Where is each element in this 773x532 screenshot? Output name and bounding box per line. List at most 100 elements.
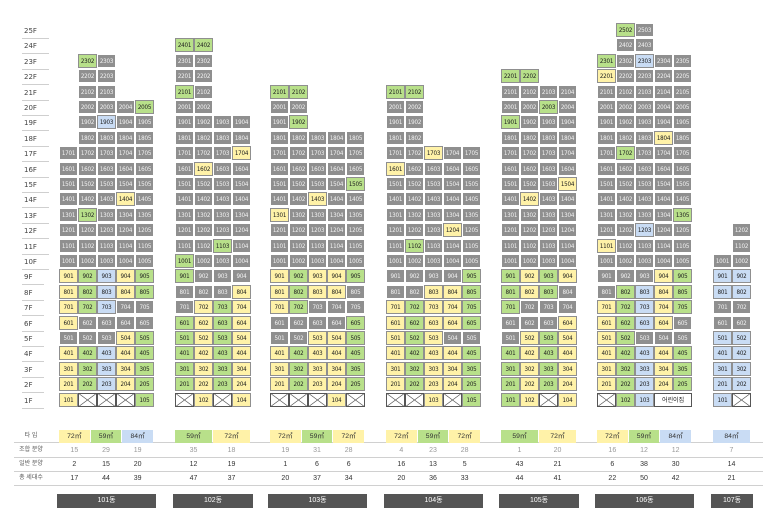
unit-cell: 1502 — [616, 177, 635, 191]
unit-cell: 302 — [616, 361, 635, 376]
unit-cell: 2002 — [520, 100, 539, 114]
total-value: 37 — [313, 475, 321, 482]
unit-cell: 601 — [386, 315, 405, 330]
unit-cell: 1404 — [116, 192, 135, 207]
unit-cell: 1702 — [616, 146, 635, 161]
total-value: 44 — [515, 475, 524, 482]
unit-cell: 1601 — [175, 161, 194, 176]
general-value: 15 — [102, 461, 110, 468]
unit-cell: 503 — [213, 331, 232, 345]
floor-label: 18F — [22, 132, 49, 147]
unit-cell: 903 — [539, 269, 558, 284]
unit-cell: 1002 — [405, 254, 424, 268]
unit-cell: 902 — [520, 269, 539, 284]
union-value: 20 — [553, 447, 562, 454]
floor-label: 14F — [22, 193, 49, 209]
unit-cell: 202 — [616, 377, 635, 392]
general-value: 38 — [640, 461, 648, 468]
unit-cell — [443, 392, 462, 407]
unit-cell: 203 — [213, 377, 232, 392]
union-row-label: 조합 분양 — [19, 447, 43, 453]
total-value: 22 — [608, 475, 617, 482]
type-header: 84㎡ — [660, 430, 691, 443]
unit-cell: 402 — [732, 346, 751, 361]
unit-cell: 303 — [539, 361, 558, 376]
unit-cell: 1302 — [78, 207, 97, 222]
unit-cell: 601 — [597, 315, 616, 330]
unit-cell: 2001 — [386, 100, 405, 114]
unit-cell: 1805 — [346, 130, 365, 145]
type-header: 59㎡ — [628, 430, 660, 443]
unit-cell: 804 — [558, 284, 577, 299]
unit-cell: 2001 — [270, 100, 289, 114]
unit-cell: 102 — [616, 392, 635, 407]
unit-cell: 1804 — [654, 130, 673, 145]
unit-cell: 305 — [673, 361, 692, 376]
unit-cell: 1003 — [308, 254, 327, 268]
union-value: 7 — [729, 447, 734, 454]
unit-cell: 802 — [78, 284, 97, 299]
unit-cell: 402 — [616, 346, 635, 361]
unit-cell: 902 — [405, 269, 424, 284]
unit-cell: 805 — [346, 284, 365, 299]
unit-cell: 302 — [289, 361, 308, 376]
unit-cell: 502 — [616, 331, 635, 345]
type-row-label: 타 입 — [24, 433, 38, 439]
unit-cell: 402 — [289, 346, 308, 361]
unit-cell — [175, 392, 194, 407]
unit-cell: 404 — [558, 346, 577, 361]
unit-cell: 1605 — [462, 161, 481, 176]
unit-cell: 704 — [443, 300, 462, 315]
unit-cell: 1405 — [346, 192, 365, 207]
unit-cell: 1401 — [501, 192, 520, 207]
union-value: 35 — [189, 447, 198, 454]
unit-cell: 2101 — [386, 84, 405, 99]
unit-cell: 1803 — [539, 130, 558, 145]
unit-cell: 904 — [232, 269, 251, 284]
unit-cell: 2101 — [597, 84, 616, 99]
unit-cell: 1004 — [232, 254, 251, 268]
unit-cell: 1402 — [616, 192, 635, 207]
unit-cell: 902 — [78, 269, 97, 284]
unit-cell: 501 — [175, 331, 194, 345]
unit-cell: 603 — [213, 315, 232, 330]
unit-cell: 2001 — [597, 100, 616, 114]
unit-cell: 1804 — [327, 130, 346, 145]
unit-cell: 1503 — [635, 177, 654, 191]
unit-cell: 203 — [635, 377, 654, 392]
floor-label: 2F — [21, 378, 46, 394]
unit-cell: 1202 — [520, 223, 539, 238]
unit-cell: 1605 — [346, 161, 365, 176]
unit-cell: 604 — [327, 315, 346, 330]
unit-cell: 1705 — [462, 146, 481, 161]
unit-cell: 1004 — [558, 254, 577, 268]
unit-cell: 1303 — [213, 207, 232, 222]
floor-label: 10F — [22, 255, 49, 270]
unit-cell: 1602 — [520, 161, 539, 176]
unit-cell: 1702 — [405, 146, 424, 161]
unit-cell: 2104 — [654, 84, 673, 99]
unit-cell: 1803 — [308, 130, 327, 145]
general-value: 1 — [283, 461, 288, 468]
union-value: 19 — [281, 447, 290, 454]
type-header: 72㎡ — [597, 430, 628, 443]
unit-cell: 1103 — [213, 238, 232, 253]
unit-cell: 405 — [346, 346, 365, 361]
unit-cell: 201 — [270, 377, 289, 392]
unit-cell: 301 — [270, 361, 289, 376]
unit-cell: 403 — [424, 346, 443, 361]
unit-cell: 604 — [116, 315, 135, 330]
unit-cell: 301 — [597, 361, 616, 376]
unit-cell: 1601 — [270, 161, 289, 176]
unit-cell: 403 — [213, 346, 232, 361]
unit-cell: 1501 — [386, 177, 405, 191]
unit-cell: 502 — [194, 331, 213, 345]
unit-cell: 2102 — [405, 84, 424, 99]
unit-cell: 704 — [327, 300, 346, 315]
unit-cell: 1404 — [443, 192, 462, 207]
unit-cell: 1902 — [405, 115, 424, 130]
unit-cell: 1202 — [78, 223, 97, 238]
unit-cell: 1504 — [232, 177, 251, 191]
unit-cell: 202 — [732, 377, 751, 392]
unit-cell: 802 — [520, 284, 539, 299]
